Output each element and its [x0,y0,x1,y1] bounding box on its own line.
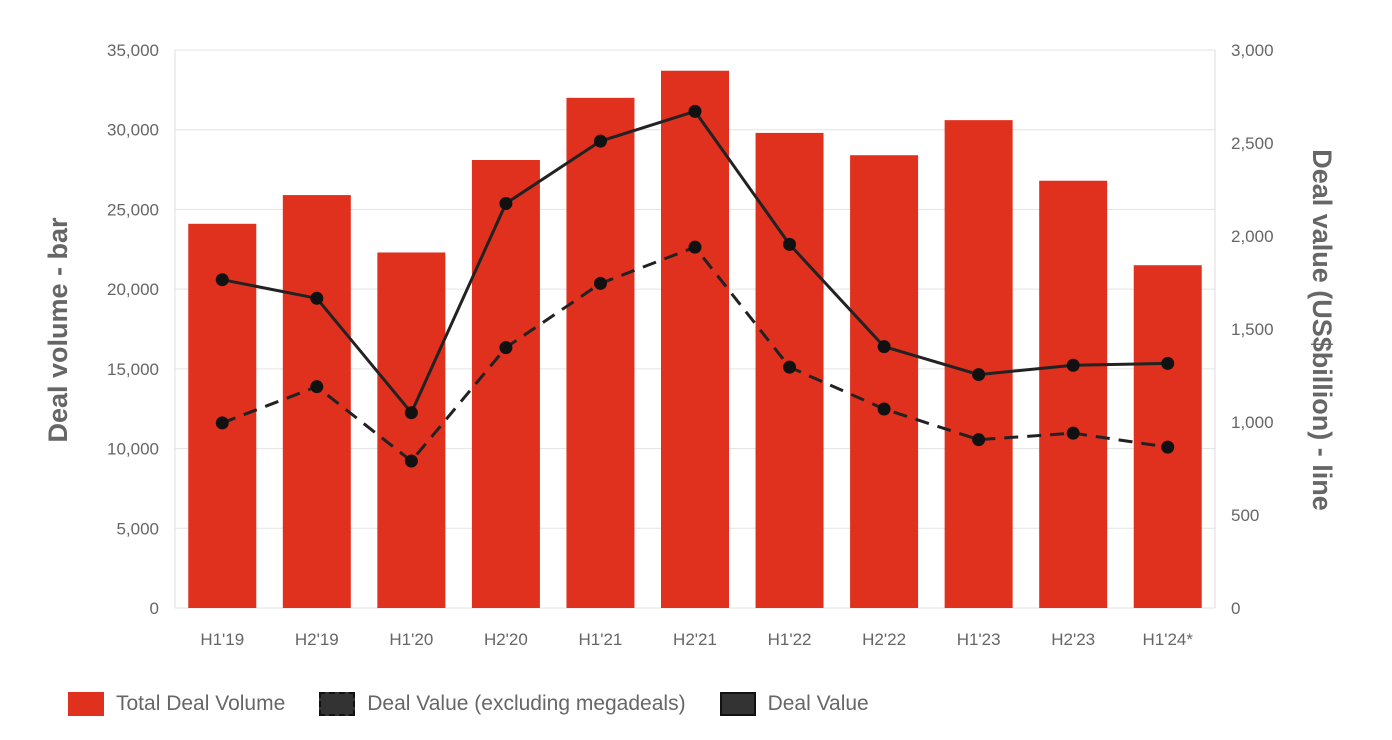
point-H1'22 [783,360,797,374]
x-tick-label: H1'19 [200,630,244,649]
y2-tick-label: 3,000 [1231,41,1274,60]
x-tick-label: H2'22 [862,630,906,649]
y2-tick-label: 500 [1231,506,1259,525]
bar-H2'23 [1039,180,1108,608]
y-tick-label: 15,000 [107,360,159,379]
y2-tick-label: 1,500 [1231,320,1274,339]
point-H2'20 [499,196,513,210]
legend-label: Deal Value (excluding megadeals) [367,692,686,715]
point-H2'22 [877,402,891,416]
point-H1'24* [1161,356,1175,370]
x-tick-label: H1'21 [579,630,623,649]
y2-axis-title: Deal value (US$billion) - line [1307,149,1337,511]
y-tick-label: 25,000 [107,200,159,219]
x-tick-label: H2'20 [484,630,528,649]
y2-tick-label: 2,000 [1231,227,1274,246]
x-tick-label: H2'23 [1051,630,1095,649]
y2-tick-label: 0 [1231,599,1240,618]
legend-item-deal-value[interactable]: Deal Value [719,692,869,716]
x-tick-label: H1'22 [768,630,812,649]
point-H1'23 [972,368,986,382]
point-H2'23 [1066,358,1080,372]
bar-H1'20 [377,252,446,608]
point-H1'20 [404,406,418,420]
point-H2'19 [310,291,324,305]
point-H2'23 [1066,426,1080,440]
legend-item-deal-value-excl[interactable]: Deal Value (excluding megadeals) [319,692,686,716]
bar-H1'19 [188,223,257,608]
x-tick-label: H2'21 [673,630,717,649]
point-H1'22 [783,237,797,251]
point-H2'21 [688,104,702,118]
point-H1'20 [404,454,418,468]
x-tick-label: H1'20 [389,630,433,649]
legend-swatch-dashed [319,692,356,716]
point-H2'20 [499,341,513,355]
y-tick-label: 20,000 [107,280,159,299]
legend: Total Deal Volume Deal Value (excluding … [68,692,903,716]
bar-H2'22 [850,155,919,609]
legend-swatch-bar [68,692,104,716]
bar-H2'21 [661,70,729,609]
point-H2'22 [877,340,891,354]
point-H2'21 [688,240,702,254]
point-H1'21 [593,276,607,290]
point-H2'19 [310,380,324,394]
bar-H1'21 [566,97,635,608]
y2-tick-label: 1,000 [1231,413,1274,432]
legend-swatch-solid [719,692,756,716]
bar-H1'23 [944,120,1013,609]
y-tick-label: 10,000 [107,440,159,459]
bar-H1'24* [1133,265,1202,608]
bar-H2'19 [282,195,351,608]
combo-chart: 0 5,000 10,000 15,000 20,000 25,000 30,000 35,0… [43,41,1337,649]
point-H1'23 [972,433,986,447]
x-tick-label: H1'23 [957,630,1001,649]
y-tick-label: 35,000 [107,41,159,60]
legend-label: Total Deal Volume [116,692,286,715]
y-tick-label: 5,000 [116,519,159,538]
point-H1'21 [593,134,607,148]
y-axis-title: Deal volume - bar [43,217,73,443]
y-tick-label: 30,000 [107,121,159,140]
x-tick-label: H1'24* [1142,630,1193,649]
legend-label: Deal Value [767,692,869,715]
x-tick-label: H2'19 [295,630,339,649]
point-H1'24* [1161,440,1175,454]
bar-H2'20 [471,160,540,608]
point-H1'19 [215,416,229,430]
y2-tick-label: 2,500 [1231,134,1274,153]
y-tick-label: 0 [150,599,159,618]
legend-item-total-deal-volume[interactable]: Total Deal Volume [68,692,285,716]
point-H1'19 [215,273,229,287]
